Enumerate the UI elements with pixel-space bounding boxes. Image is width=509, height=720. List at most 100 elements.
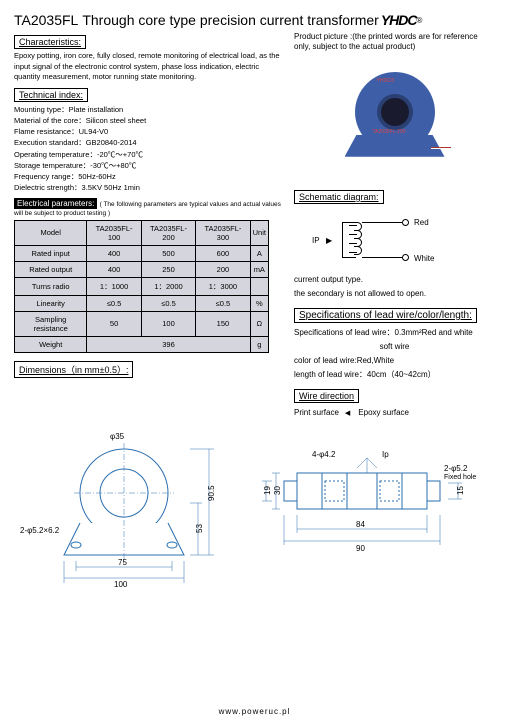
td: Ω xyxy=(250,311,268,336)
sch-line xyxy=(362,257,402,258)
td: g xyxy=(250,336,268,352)
brand-logo: YHDC xyxy=(381,12,417,28)
ct-hole-icon xyxy=(377,94,413,130)
print-surface-label: Print surface xyxy=(294,408,339,417)
title-desc: Through core type precision current tran… xyxy=(82,12,378,28)
schematic-note1: current output type. xyxy=(294,274,495,286)
leadspec-line1b: soft wire xyxy=(294,341,495,353)
white-label: White xyxy=(414,254,434,263)
leadspec-line3: length of lead wire：40cm（40~42cm） xyxy=(294,369,495,381)
terminal-icon xyxy=(402,254,409,261)
table-row: Sampling resistance50100150Ω xyxy=(15,311,269,336)
ep-heading: Electrical parameters: ( The following p… xyxy=(14,199,284,217)
td: 600 xyxy=(196,245,250,261)
td: Sampling resistance xyxy=(15,311,87,336)
h53-label: 53 xyxy=(195,523,204,532)
technical-header: Technical index: xyxy=(14,88,88,102)
sch-line xyxy=(362,222,402,223)
td: 400 xyxy=(87,261,141,277)
td: 150 xyxy=(196,311,250,336)
td: 100 xyxy=(141,311,195,336)
tech-item: Frequency range：50Hz-60Hz xyxy=(14,171,284,182)
red-label: Red xyxy=(414,218,429,227)
d52-label: 2-φ5.2 xyxy=(444,464,468,473)
h90-label: 90.5 xyxy=(207,485,216,501)
schematic-header: Schematic diagram: xyxy=(294,190,384,204)
td: A xyxy=(250,245,268,261)
tech-item: Operating temperature：-20℃～+70℃ xyxy=(14,149,284,160)
td: ≤0.5 xyxy=(196,295,250,311)
ct-brand-label: YHDC® xyxy=(377,78,395,84)
th: Model xyxy=(15,220,87,245)
wiredir-header: Wire direction xyxy=(294,389,359,403)
leadspec-line1: Specifications of lead wire：0.3mm²Red an… xyxy=(294,327,495,339)
tech-item: Dielectric strength：3.5KV 50Hz 1min xyxy=(14,182,284,193)
model-code: TA2035FL xyxy=(14,12,78,28)
tech-item: Mounting type：Plate installation xyxy=(14,104,284,115)
arrow-icon: ▶ xyxy=(326,236,332,245)
page-title: TA2035FL Through core type precision cur… xyxy=(14,12,495,28)
dimensions-row: φ35 2-φ5.2×6.2 75 100 90.5 53 4-φ4.2 Ip … xyxy=(14,423,495,593)
tech-item: Material of the core：Silicon steel sheet xyxy=(14,115,284,126)
h30-label: 30 xyxy=(273,485,282,494)
w90-label: 90 xyxy=(356,544,365,553)
td: 1：3000 xyxy=(196,277,250,295)
terminal-icon xyxy=(402,219,409,226)
product-note: Product picture :(the printed words are … xyxy=(294,32,495,53)
arrow-left-icon xyxy=(345,408,352,417)
dimensions-header: Dimensions（in mm±0.5）: xyxy=(14,361,133,378)
d35-label: φ35 xyxy=(110,432,125,441)
td: 400 xyxy=(87,245,141,261)
tech-item: Storage temperature：-30℃～+80℃ xyxy=(14,160,284,171)
schematic-diagram: Red White IP ▶ xyxy=(294,210,434,270)
td: Linearity xyxy=(15,295,87,311)
td: 500 xyxy=(141,245,195,261)
coil-arcs-icon xyxy=(354,222,362,254)
td: Weight xyxy=(15,336,87,352)
h15-label: 15 xyxy=(456,485,465,494)
table-header-row: Model TA2035FL-100 TA2035FL-200 TA2035FL… xyxy=(15,220,269,245)
tech-item: Flame resistance：UL94-V0 xyxy=(14,126,284,137)
ip-label: IP xyxy=(312,236,320,245)
td: 1：2000 xyxy=(141,277,195,295)
td: Turns radio xyxy=(15,277,87,295)
characteristics-text: Epoxy potting, iron core, fully closed, … xyxy=(14,51,284,83)
th: TA2035FL-300 xyxy=(196,220,250,245)
w84-label: 84 xyxy=(356,520,365,529)
table-row: Rated input400500600A xyxy=(15,245,269,261)
ct-model-label: TA2035FL-200 xyxy=(373,129,406,135)
td: Rated input xyxy=(15,245,87,261)
technical-list: Mounting type：Plate installation Materia… xyxy=(14,104,284,194)
right-column: Product picture :(the printed words are … xyxy=(294,32,495,417)
table-row: Turns radio1：10001：20001：3000 xyxy=(15,277,269,295)
d52-label: 2-φ5.2×6.2 xyxy=(20,526,60,535)
footer-url: www.poweruc.pl xyxy=(0,707,509,716)
fixed-hole-label: Fixed hole xyxy=(444,474,476,481)
h19-label: 19 xyxy=(263,485,272,494)
leadspec-line2: color of lead wire:Red,White xyxy=(294,355,495,367)
td: ≤0.5 xyxy=(87,295,141,311)
ep-table: Model TA2035FL-100 TA2035FL-200 TA2035FL… xyxy=(14,220,269,353)
front-view-drawing: φ35 2-φ5.2×6.2 75 100 90.5 53 xyxy=(14,423,244,593)
table-row: Weight396g xyxy=(15,336,269,352)
th: Unit xyxy=(250,220,268,245)
td xyxy=(250,277,268,295)
epoxy-surface-label: Epoxy surface xyxy=(358,408,409,417)
ip-label: Ip xyxy=(382,450,389,459)
td: 250 xyxy=(141,261,195,277)
ct-wire-icon xyxy=(431,147,451,149)
ct-base-icon xyxy=(345,135,445,157)
side-view-drawing: 4-φ4.2 Ip 2-φ5.2 Fixed hole 19 30 15 84 … xyxy=(252,423,482,593)
td: 200 xyxy=(196,261,250,277)
registered-mark: ® xyxy=(416,16,422,25)
product-image: YHDC® TA2035FL-200 xyxy=(325,57,465,187)
td: 1：1000 xyxy=(87,277,141,295)
td: Rated output xyxy=(15,261,87,277)
td: ≤0.5 xyxy=(141,295,195,311)
d42-label: 4-φ4.2 xyxy=(312,450,336,459)
th: TA2035FL-200 xyxy=(141,220,195,245)
td: mA xyxy=(250,261,268,277)
w75-label: 75 xyxy=(118,558,127,567)
left-column: Characteristics: Epoxy potting, iron cor… xyxy=(14,32,284,417)
characteristics-header: Characteristics: xyxy=(14,35,86,49)
